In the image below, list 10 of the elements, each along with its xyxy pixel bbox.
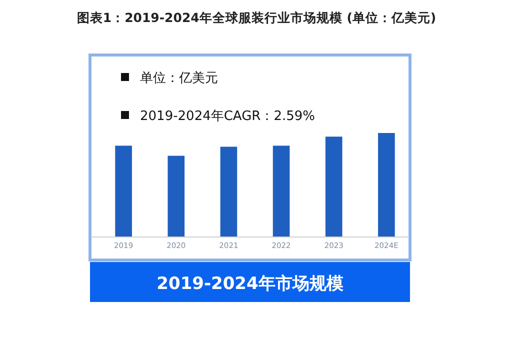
bar [115, 146, 132, 237]
text: 2019-2024年CAGR：2.59% [140, 109, 316, 124]
bar [168, 156, 185, 237]
bar [325, 136, 342, 237]
text: 单位：亿美元 [140, 70, 218, 86]
chart-title: 图表1：2019-2024年全球服装行业市场规模 (单位：亿美元) [76, 10, 436, 25]
bar [272, 146, 290, 237]
text: 2019-2024年市场规模 [156, 274, 344, 294]
bar [220, 146, 238, 237]
bar [378, 133, 395, 237]
